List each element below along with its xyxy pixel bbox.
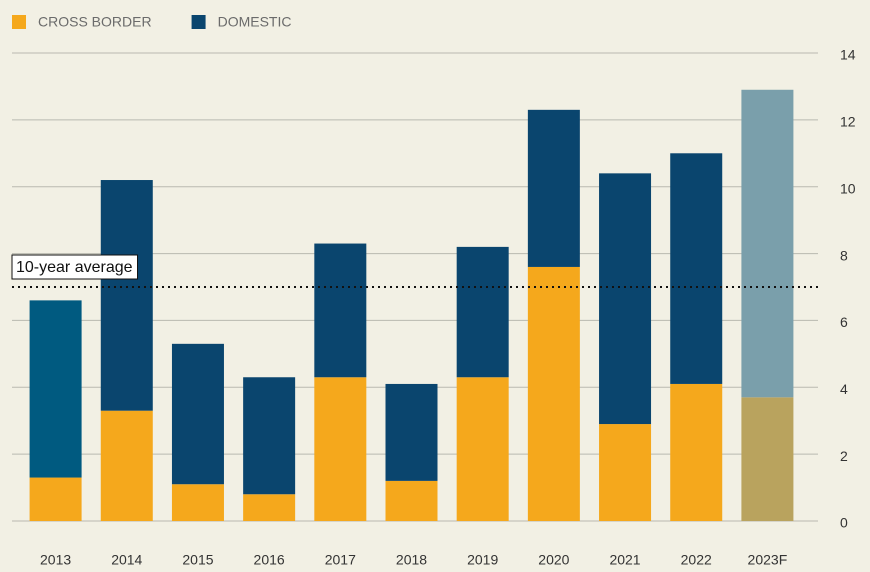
legend-label: DOMESTIC [218,14,292,30]
x-tick-label: 2021 [609,552,640,568]
x-tick-label: 2023F [748,552,788,568]
y-tick-label: 4 [840,381,848,397]
x-tick-label: 2015 [182,552,213,568]
bar-segment [243,494,296,521]
bar-segment [527,109,580,267]
legend-swatch [191,15,206,29]
y-tick-label: 10 [840,180,856,196]
bar-segment [243,377,296,495]
y-tick-label: 2 [840,448,848,464]
bar-segment [171,343,224,485]
bar-segment [599,173,652,425]
bar-segment [670,383,723,521]
y-tick-label: 12 [840,114,856,130]
x-tick-label: 2017 [325,552,356,568]
x-tick-label: 2014 [111,552,142,568]
annotation-box [11,254,139,280]
bar-segment [29,300,82,478]
bar-segment [741,89,794,398]
bar-segment [527,266,580,521]
bar-segment [670,153,723,384]
bar-segment [741,397,794,521]
bar-segment [456,246,509,378]
y-tick-label: 14 [840,47,856,63]
bar-segment [100,410,153,521]
bar-segment [29,477,82,521]
legend-label: CROSS BORDER [38,14,152,30]
bar-segment [314,377,367,521]
bar-segment [100,180,153,411]
y-tick-label: 6 [840,314,848,330]
y-tick-label: 0 [840,515,848,531]
bar-segment [171,484,224,521]
legend-swatch [12,15,26,29]
x-tick-label: 2019 [467,552,498,568]
bar-segment [385,480,438,521]
bar-segment [385,383,438,481]
x-tick-label: 2016 [254,552,285,568]
annotation-label: 10-year average [16,259,133,276]
x-tick-label: 2018 [396,552,427,568]
x-tick-label: 2013 [40,552,71,568]
x-tick-label: 2022 [681,552,712,568]
x-tick-label: 2020 [538,552,569,568]
bar-segment [456,377,509,521]
bar-segment [314,243,367,378]
bar-segment [599,424,652,521]
y-tick-label: 8 [840,247,848,263]
